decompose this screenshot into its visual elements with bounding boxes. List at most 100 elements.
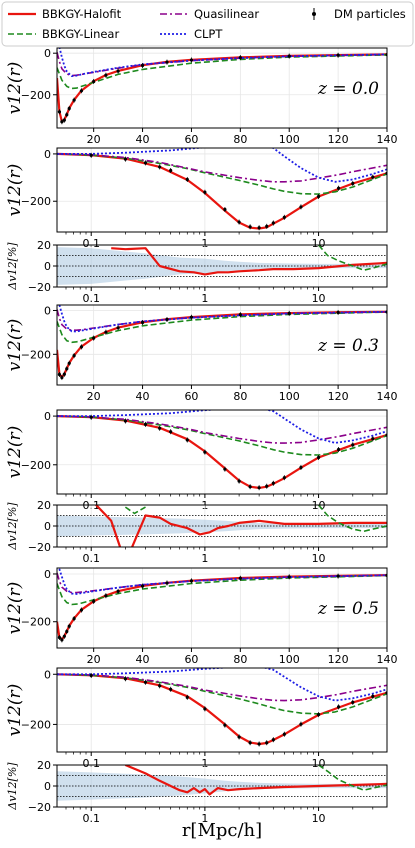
x-tick-label: 60 — [184, 390, 198, 403]
plot-area — [57, 668, 387, 747]
x-ticks: 0.1 1 10 — [65, 232, 374, 250]
x-ticks: 20 40 60 80 100 120 140 — [87, 128, 398, 146]
series-dm-particles — [89, 414, 387, 491]
y-ticks: 0 −200 — [21, 410, 57, 472]
y-tick-label: −200 — [21, 718, 51, 731]
x-tick-label: 1 — [201, 237, 208, 250]
redshift-annotation: z = 0.3 — [317, 336, 379, 356]
y-axis-label: v12(r) — [5, 319, 25, 372]
panel-z0-ratio: 0.1 1 10 20 0 −20 Δv12[%] — [6, 239, 388, 305]
series-bbkgy-linear — [124, 506, 146, 515]
y-tick-label: −200 — [21, 89, 51, 102]
series-clpt — [57, 410, 387, 444]
x-tick-label: 0.1 — [82, 237, 100, 250]
plot-area — [57, 305, 387, 381]
x-tick-label: 10 — [312, 237, 326, 250]
x-tick-label: 1 — [201, 552, 208, 565]
y-ticks: 0 −200 — [21, 304, 57, 361]
axes-frame — [56, 667, 388, 753]
y-tick-label: −200 — [21, 459, 51, 472]
series-dm-particles — [89, 152, 387, 231]
x-tick-label: 80 — [233, 133, 247, 146]
x-ticks: 0.1 1 10 — [65, 807, 374, 825]
y-tick-label: 0 — [44, 568, 51, 581]
y-ticks: 20 0 −20 — [28, 499, 57, 554]
x-tick-label: 100 — [279, 653, 300, 666]
y-tick-label: 0 — [44, 148, 51, 161]
axes-frame — [56, 567, 388, 649]
y-tick-label: −200 — [21, 195, 51, 208]
axes-frame — [56, 409, 388, 495]
x-tick-label: 1 — [201, 812, 208, 825]
y-tick-label: −200 — [21, 616, 51, 629]
legend-label: DM particles — [334, 7, 406, 21]
y-tick-label: −200 — [21, 348, 51, 361]
panel-z05-ratio: 0.1 1 10 20 0 −20 Δv12[%] — [6, 759, 388, 825]
x-tick-label: 40 — [136, 390, 150, 403]
series-bbkgy-halofit — [94, 505, 387, 547]
y-tick-label: 0 — [44, 668, 51, 681]
x-tick-label: 40 — [136, 653, 150, 666]
x-tick-label: 140 — [377, 133, 398, 146]
legend-entry: BBKGY-Linear — [8, 27, 119, 41]
y-tick-label: −20 — [28, 801, 51, 814]
panel-z0-linear: 20 40 60 80 100 120 140 0 −200 z = 0.0 v12(r) — [5, 47, 398, 146]
x-ticks: 0.1 1 10 — [65, 287, 374, 305]
series-bbkgy-halofit — [111, 247, 387, 276]
panel-z05-linear: 20 40 60 80 100 120 140 0 −200 z = 0.5 v12(r) — [5, 567, 398, 666]
plot-area — [57, 48, 387, 125]
series-quasilinear — [57, 153, 387, 183]
series-bbkgy-linear — [317, 505, 387, 533]
y-ticks: 0 −200 — [21, 148, 57, 208]
y-axis-label: Δv12[%] — [6, 762, 19, 811]
x-ticks: 20 40 60 80 100 120 140 — [87, 385, 398, 403]
series-bbkgy-linear — [317, 245, 387, 271]
x-ticks: 20 40 60 80 100 120 140 — [87, 648, 398, 666]
x-tick-label: 10 — [312, 292, 326, 305]
x-tick-label: 140 — [377, 653, 398, 666]
y-tick-label: 0 — [44, 47, 51, 60]
series-bbkgy-halofit — [57, 673, 387, 746]
y-ticks: 20 0 −20 — [28, 239, 57, 294]
legend-marker — [312, 12, 316, 16]
grid — [57, 48, 388, 128]
x-tick-label: 0.1 — [82, 812, 100, 825]
plot-area — [57, 148, 387, 231]
x-tick-label: 0.1 — [82, 292, 100, 305]
grid — [57, 305, 388, 385]
legend-label: Quasilinear — [194, 7, 259, 21]
axes-frame — [56, 304, 388, 386]
plot-area — [57, 765, 387, 801]
panel-z03-ratio: 0.1 1 10 20 0 −20 Δv12[%] — [6, 499, 388, 565]
series-clpt — [57, 148, 387, 183]
y-tick-label: 20 — [37, 499, 51, 512]
y-tick-label: 0 — [44, 260, 51, 273]
x-tick-label: 60 — [184, 653, 198, 666]
series-dm-particles — [57, 52, 387, 125]
y-tick-label: 0 — [44, 304, 51, 317]
y-axis-label: v12(r) — [5, 582, 25, 635]
x-tick-label: 20 — [87, 390, 101, 403]
x-tick-label: 100 — [279, 390, 300, 403]
x-tick-label: 40 — [136, 133, 150, 146]
y-tick-label: 0 — [44, 520, 51, 533]
y-tick-label: 0 — [44, 410, 51, 423]
y-axis-label: v12(r) — [5, 164, 25, 217]
axes-frame — [56, 147, 388, 233]
series-clpt — [57, 568, 387, 595]
x-tick-label: 0.1 — [82, 757, 100, 770]
x-tick-label: 120 — [328, 133, 349, 146]
y-axis-label: Δv12[%] — [6, 242, 19, 291]
y-tick-label: −20 — [28, 281, 51, 294]
panel-z03-linear: 20 40 60 80 100 120 140 0 −200 z = 0.3 v12(r) — [5, 304, 398, 403]
series-dm-particles — [89, 673, 387, 747]
series-clpt — [57, 668, 387, 702]
y-axis-label: Δv12[%] — [6, 502, 19, 551]
x-tick-label: 80 — [233, 653, 247, 666]
legend-entry: BBKGY-Halofit — [8, 7, 122, 21]
legend-frame — [1, 1, 414, 47]
y-ticks: 20 0 −20 — [28, 759, 57, 814]
